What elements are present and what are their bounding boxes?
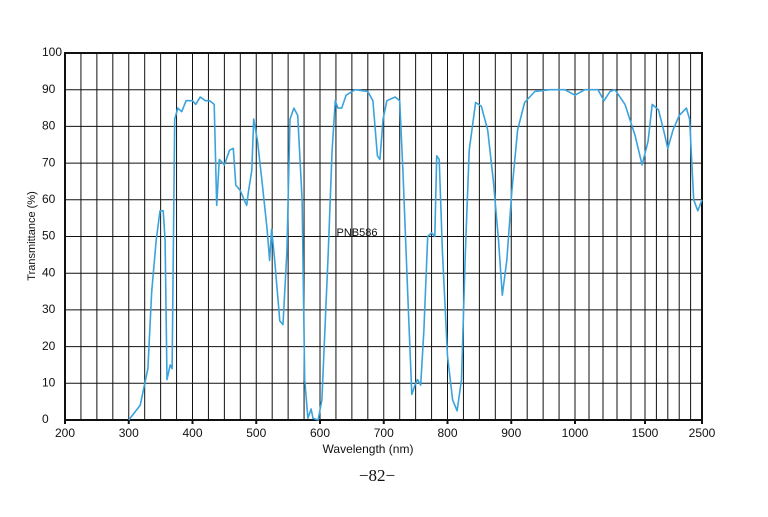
y-tick-label: 70 [42, 155, 56, 169]
x-tick-label: 700 [374, 426, 394, 440]
footer: −82− [359, 466, 395, 485]
y-tick-label: 50 [42, 229, 56, 243]
x-tick-label: 300 [119, 426, 139, 440]
x-tick-label: 400 [182, 426, 202, 440]
y-axis-label: Transmittance (%) [26, 191, 38, 280]
x-tick-label: 800 [437, 426, 457, 440]
y-tick-label: 100 [42, 45, 62, 59]
plot-frame [64, 52, 703, 421]
x-axis-label: Wavelength (nm) [323, 442, 414, 456]
y-tick-label: 80 [42, 119, 56, 133]
annotation: PNB586 [337, 227, 378, 239]
x-tick-label: 200 [55, 426, 75, 440]
x-tick-label: 900 [501, 426, 521, 440]
y-tick-label: 60 [42, 192, 56, 206]
y-tick-label: 0 [42, 412, 49, 426]
x-tick-label: 1500 [632, 426, 659, 440]
x-tick-label: 1000 [562, 426, 589, 440]
y-tick-label: 40 [42, 265, 56, 279]
transmittance-line [128, 88, 703, 421]
y-tick-label: 90 [42, 82, 56, 96]
x-tick-label: 600 [310, 426, 330, 440]
y-tick-label: 20 [42, 339, 56, 353]
y-tick-label: 30 [42, 302, 56, 316]
x-tick-label: 2500 [689, 426, 716, 440]
y-tick-label: 10 [42, 375, 56, 389]
x-tick-label: 500 [246, 426, 266, 440]
